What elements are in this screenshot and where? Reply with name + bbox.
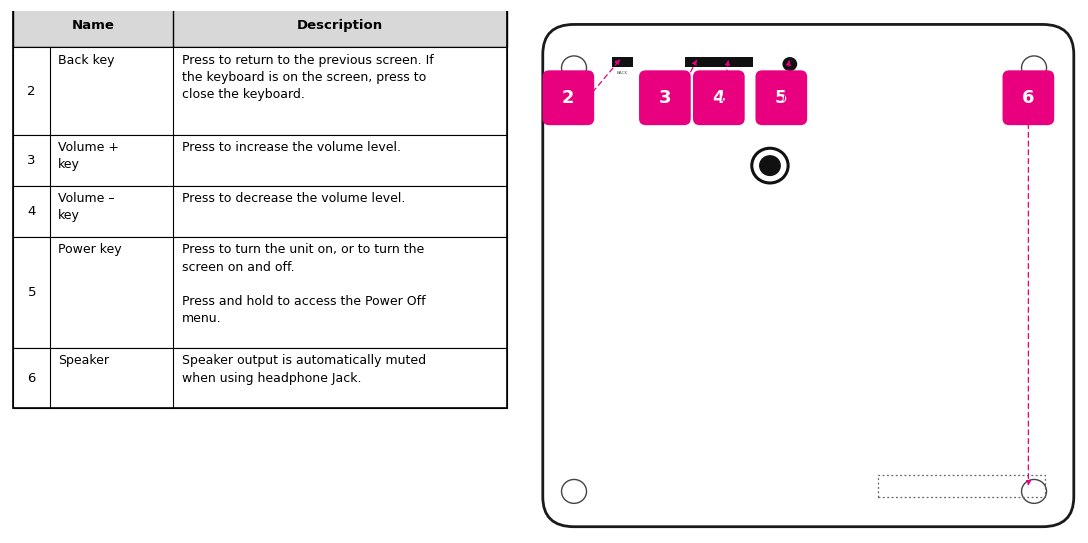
Text: 6: 6 bbox=[1022, 89, 1035, 107]
Bar bbox=[13, 237, 507, 348]
Text: BACK: BACK bbox=[617, 71, 628, 75]
FancyBboxPatch shape bbox=[755, 71, 807, 125]
Text: 5: 5 bbox=[27, 286, 36, 299]
Circle shape bbox=[782, 57, 798, 71]
Text: Volume +
key: Volume + key bbox=[59, 141, 120, 171]
Text: Press to turn the unit on, or to turn the
screen on and off.

Press and hold to : Press to turn the unit on, or to turn th… bbox=[182, 243, 425, 325]
Text: +: + bbox=[693, 71, 696, 75]
Text: 4: 4 bbox=[713, 89, 725, 107]
Text: Name: Name bbox=[72, 19, 114, 32]
Text: Speaker output is automatically muted
when using headphone Jack.: Speaker output is automatically muted wh… bbox=[182, 355, 426, 384]
Text: 2: 2 bbox=[27, 85, 36, 98]
FancyBboxPatch shape bbox=[693, 71, 744, 125]
Bar bbox=[13, 186, 507, 237]
Text: -: - bbox=[742, 71, 743, 75]
Text: 5: 5 bbox=[775, 89, 788, 107]
Bar bbox=[13, 4, 507, 408]
Bar bbox=[13, 4, 507, 47]
Text: 6: 6 bbox=[27, 371, 36, 384]
Text: Press to decrease the volume level.: Press to decrease the volume level. bbox=[182, 192, 406, 205]
FancyBboxPatch shape bbox=[639, 71, 691, 125]
Text: VOLUME: VOLUME bbox=[710, 71, 728, 75]
Text: 2: 2 bbox=[562, 89, 574, 107]
Bar bbox=[878, 475, 1046, 497]
Text: Press to return to the previous screen. If
the keyboard is on the screen, press : Press to return to the previous screen. … bbox=[182, 54, 434, 101]
Bar bbox=[13, 135, 507, 186]
Bar bbox=[611, 57, 633, 67]
Bar bbox=[13, 47, 507, 135]
Text: Power key: Power key bbox=[59, 243, 122, 256]
FancyBboxPatch shape bbox=[1002, 71, 1054, 125]
FancyBboxPatch shape bbox=[543, 24, 1074, 527]
Text: 4: 4 bbox=[27, 205, 36, 218]
Text: 3: 3 bbox=[658, 89, 671, 107]
Bar bbox=[684, 57, 753, 67]
Text: Back key: Back key bbox=[59, 54, 114, 67]
Text: 3: 3 bbox=[27, 154, 36, 167]
Text: Volume –
key: Volume – key bbox=[59, 192, 115, 222]
Text: Speaker: Speaker bbox=[59, 355, 109, 368]
Text: Press to increase the volume level.: Press to increase the volume level. bbox=[182, 141, 401, 154]
Bar bbox=[13, 348, 507, 408]
FancyBboxPatch shape bbox=[543, 71, 594, 125]
Circle shape bbox=[759, 156, 780, 175]
Text: Description: Description bbox=[297, 19, 383, 32]
